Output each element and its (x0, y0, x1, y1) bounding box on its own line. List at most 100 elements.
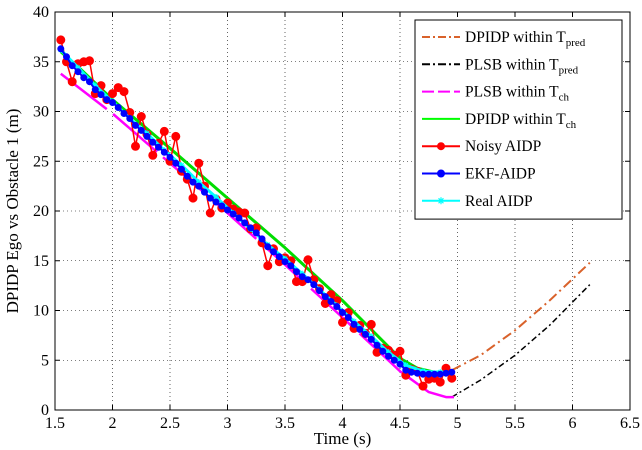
y-tick-label: 0 (41, 402, 49, 419)
data-point-noisy (159, 126, 169, 136)
data-point-ekf (436, 370, 444, 378)
data-point-ekf (132, 121, 139, 129)
data-point-ekf (166, 153, 174, 161)
data-point-ekf (68, 62, 76, 70)
data-point-ekf (201, 188, 208, 196)
data-point-ekf (74, 68, 82, 76)
data-point-ekf (160, 148, 168, 156)
data-point-ekf (149, 138, 157, 146)
data-point-noisy (194, 158, 204, 168)
series-line-plsb_pred (451, 284, 591, 398)
data-point-ekf (379, 347, 387, 355)
data-point-ekf (419, 370, 427, 378)
data-point-real (385, 349, 392, 356)
data-point-ekf (229, 210, 237, 218)
legend-label: Real AIDP (465, 193, 533, 210)
data-point-noisy (435, 377, 445, 387)
series-ekf (57, 45, 456, 378)
data-point-noisy (205, 208, 215, 218)
data-point-real (195, 179, 202, 186)
data-point-noisy (240, 208, 250, 218)
data-point-noisy (108, 89, 117, 99)
legend-marker (437, 169, 445, 178)
y-tick-label: 25 (33, 153, 49, 170)
data-point-ekf (367, 335, 375, 343)
x-tick-label: 2 (109, 415, 117, 432)
data-point-real (75, 64, 81, 71)
series-plsb_pred (451, 284, 591, 398)
data-point-ekf (86, 78, 93, 86)
data-point-ekf (183, 172, 191, 180)
data-point-noisy (418, 381, 428, 391)
data-point-real (213, 194, 219, 201)
data-point-noisy (67, 77, 77, 87)
data-point-ekf (390, 356, 398, 364)
data-point-ekf (327, 298, 335, 305)
y-tick-label: 5 (41, 352, 49, 369)
data-point-ekf (373, 341, 381, 349)
data-point-ekf (442, 369, 450, 377)
data-point-ekf (80, 74, 88, 82)
data-point-noisy (148, 150, 158, 160)
data-point-ekf (425, 370, 433, 378)
x-tick-label: 1.5 (45, 415, 65, 432)
data-point-ekf (178, 165, 185, 173)
legend-entry: PLSB within Tpred (422, 56, 579, 76)
y-tick-label: 40 (33, 4, 49, 21)
data-point-ekf (103, 96, 111, 104)
y-tick-label: 20 (33, 203, 49, 220)
data-point-ekf (172, 159, 180, 167)
data-point-noisy (303, 255, 313, 265)
data-point-noisy (119, 87, 129, 97)
legend-entry: PLSB within Tch (422, 84, 569, 104)
data-point-ekf (97, 91, 105, 99)
data-point-ekf (281, 258, 289, 266)
x-tick-label: 5 (454, 415, 462, 432)
y-tick-label: 30 (33, 104, 49, 121)
data-point-ekf (270, 248, 277, 256)
data-point-noisy (56, 35, 66, 45)
data-point-ekf (321, 293, 329, 301)
data-point-noisy (136, 112, 146, 121)
data-point-ekf (344, 314, 352, 321)
y-tick-label: 35 (33, 54, 49, 71)
data-point-ekf (137, 126, 145, 134)
data-point-ekf (63, 53, 70, 61)
y-axis-title: DPIDP Ego vs Obstacle 1 (m) (3, 109, 22, 314)
data-point-noisy (366, 319, 376, 329)
data-point-ekf (218, 202, 226, 210)
data-point-ekf (304, 276, 312, 284)
data-point-noisy (188, 193, 198, 203)
data-point-ekf (57, 45, 65, 53)
data-point-ekf (114, 104, 122, 111)
data-point-noisy (338, 317, 347, 327)
legend-entry: Real AIDP (422, 193, 533, 210)
data-point-ekf (287, 262, 295, 270)
data-point-noisy (131, 141, 140, 151)
series-layer (56, 35, 591, 399)
data-point-ekf (408, 368, 415, 376)
x-tick-label: 4.5 (390, 415, 410, 432)
data-point-ekf (247, 224, 254, 232)
data-point-ekf (126, 115, 134, 122)
data-point-ekf (206, 194, 214, 202)
data-point-ekf (143, 132, 151, 140)
data-point-noisy (263, 261, 273, 271)
legend-label: Noisy AIDP (465, 138, 541, 155)
x-tick-label: 3.5 (275, 415, 295, 432)
data-point-ekf (235, 214, 243, 222)
data-point-ekf (241, 219, 249, 227)
data-point-ekf (413, 369, 421, 377)
legend-entry: DPIDP within Tch (422, 111, 577, 131)
y-tick-label: 15 (33, 253, 49, 270)
legend-label: DPIDP within Tpred (465, 29, 586, 49)
data-point-ekf (385, 352, 392, 360)
x-tick-label: 2.5 (160, 415, 180, 432)
series-dpidp_pred (451, 261, 591, 372)
legend-label: PLSB within Tpred (465, 56, 579, 76)
data-point-ekf (356, 325, 364, 333)
series-line-plsb_ch (60, 72, 454, 399)
data-point-ekf (189, 178, 197, 186)
data-point-ekf (155, 143, 162, 151)
